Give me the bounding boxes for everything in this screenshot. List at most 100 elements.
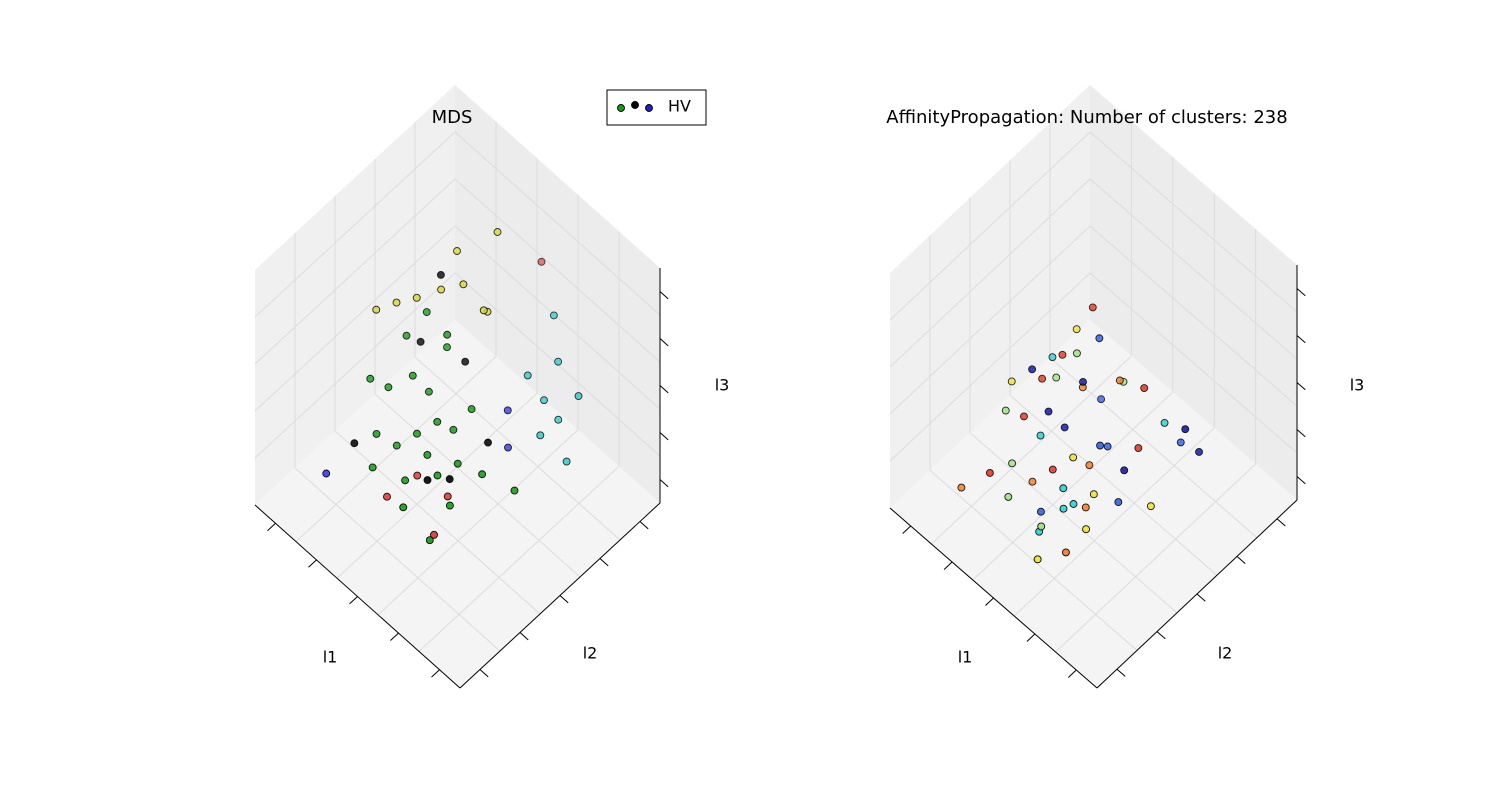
pane-grid (972, 391, 1174, 581)
point (453, 247, 461, 255)
point (1134, 444, 1143, 452)
point (1089, 490, 1098, 499)
point (423, 476, 432, 484)
point (478, 470, 487, 479)
point (1176, 438, 1185, 447)
pane (1090, 85, 1297, 500)
point (399, 503, 408, 512)
y-tick (1276, 518, 1286, 527)
point (453, 459, 462, 468)
point (1004, 492, 1013, 501)
point (423, 450, 432, 459)
pane (455, 85, 660, 503)
point (523, 371, 532, 380)
y-tick (559, 595, 569, 604)
x-tick (1026, 633, 1036, 642)
point (549, 311, 558, 320)
pane-grid (336, 392, 538, 579)
point (1037, 522, 1046, 531)
point (413, 429, 421, 438)
point (412, 293, 421, 302)
legend-marker (617, 104, 625, 112)
point (540, 396, 548, 405)
point (392, 441, 401, 450)
y-tick (599, 558, 609, 567)
point (467, 405, 476, 414)
pane-grid (294, 467, 501, 652)
pane-grid (889, 178, 1091, 368)
y-tick (1196, 593, 1206, 602)
point (1072, 349, 1081, 358)
point (957, 483, 966, 492)
point (1160, 418, 1169, 427)
point (436, 270, 445, 279)
point (1120, 466, 1129, 475)
y-tick (639, 521, 649, 530)
point (479, 306, 488, 315)
point (437, 285, 446, 294)
x-tick (943, 561, 953, 570)
pane (890, 85, 1090, 508)
point (1095, 334, 1104, 343)
z-tick (659, 291, 669, 300)
point (1146, 502, 1155, 511)
point (1140, 384, 1149, 392)
z-axis-label: l3 (715, 376, 730, 395)
point (1103, 442, 1112, 451)
point (1195, 448, 1203, 456)
legend-marker (645, 104, 653, 112)
point (443, 330, 452, 339)
point (1115, 376, 1124, 385)
pane-grid (377, 429, 579, 616)
point (430, 530, 438, 539)
x-axis-label: l1 (323, 648, 338, 667)
z-tick (1296, 335, 1306, 344)
y-tick (1236, 556, 1246, 564)
point (461, 357, 470, 366)
point (1038, 374, 1047, 383)
pane-grid (254, 225, 456, 412)
pane-grid (969, 432, 1178, 614)
point (1069, 453, 1078, 462)
point (503, 406, 512, 415)
z-tick (659, 432, 669, 441)
point (1082, 525, 1091, 534)
x-tick (267, 522, 276, 532)
point (350, 439, 359, 448)
point (366, 374, 375, 383)
y-tick (479, 669, 489, 678)
pane-grid (454, 225, 661, 410)
pane-grid (889, 225, 1091, 415)
z-tick (1296, 476, 1306, 485)
point (574, 392, 583, 401)
pane-grid (254, 272, 456, 459)
point (443, 343, 451, 352)
point (1181, 425, 1190, 434)
point (1028, 477, 1037, 486)
pane (255, 85, 455, 505)
point (401, 476, 410, 485)
z-tick (659, 479, 669, 488)
point (1088, 303, 1097, 312)
x-tick (390, 632, 399, 641)
point (1048, 465, 1057, 474)
pane-grid (374, 393, 581, 578)
pane-grid (334, 430, 541, 615)
y-tick (1156, 631, 1166, 640)
y-axis-label: l2 (583, 644, 598, 663)
point (372, 305, 381, 314)
point (1085, 461, 1094, 470)
pane-grid (454, 131, 661, 316)
x-tick (308, 559, 317, 568)
point (1036, 507, 1045, 516)
x-tick (349, 596, 358, 605)
point (1020, 412, 1028, 421)
z-tick (1296, 288, 1306, 297)
point (1036, 431, 1045, 440)
point (1044, 407, 1053, 416)
point (402, 331, 411, 340)
legend: HV (606, 89, 707, 126)
x-tick (902, 525, 912, 534)
point (383, 492, 391, 501)
